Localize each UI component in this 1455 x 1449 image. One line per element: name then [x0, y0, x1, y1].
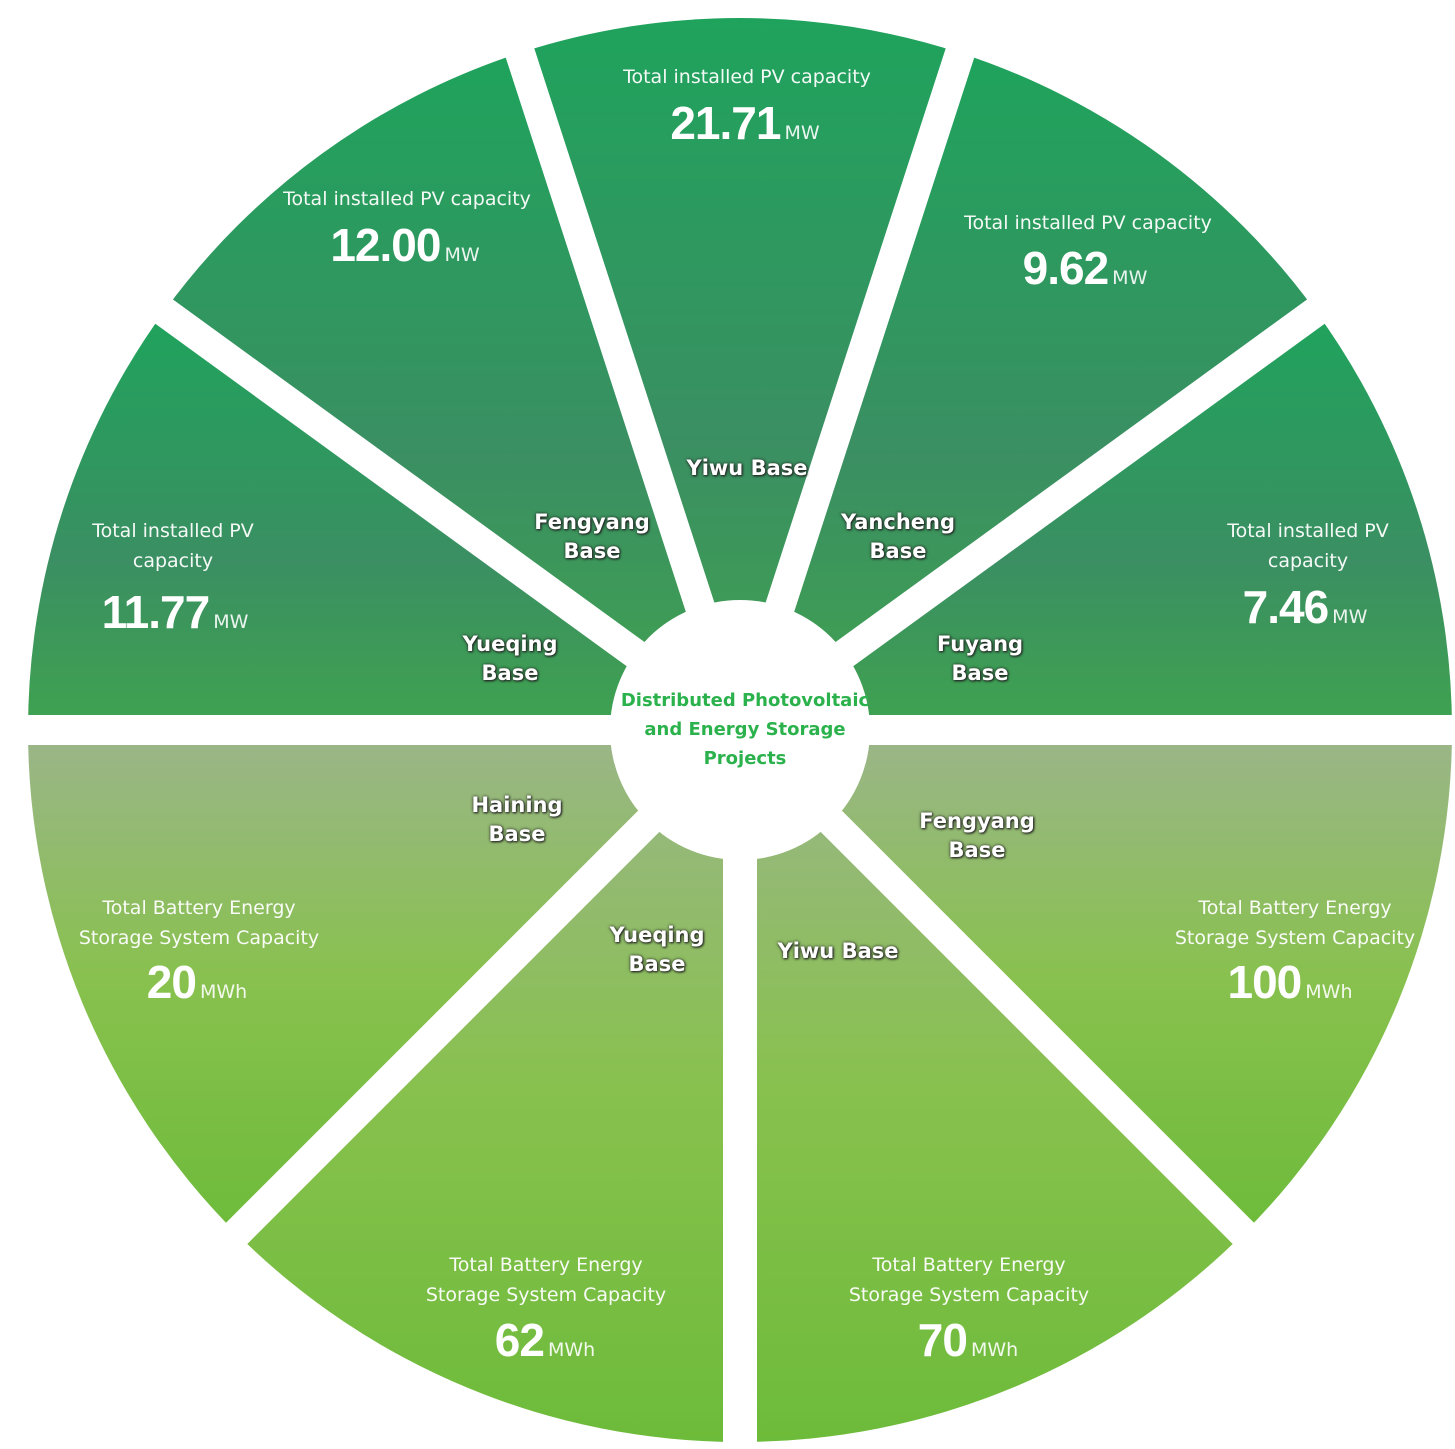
value-unit: MW — [784, 122, 820, 144]
segment — [236, 730, 740, 1442]
center-title: Distributed Photovoltaic and Energy Stor… — [620, 690, 870, 769]
segment-label: Total Battery Energy Storage System Capa… — [1174, 897, 1416, 949]
segment-label: Total installed PV capacity — [283, 188, 531, 210]
segment-value: 70 MWh — [918, 1313, 1018, 1367]
value-number: 70 — [917, 1314, 968, 1366]
segment-label: Total Battery Energy Storage System Capa… — [78, 897, 320, 949]
value-number: 9.62 — [1022, 242, 1110, 294]
base-name: Yancheng Base — [840, 510, 956, 563]
value-unit: MW — [444, 244, 480, 266]
base-name: Fengyang Base — [919, 809, 1035, 862]
segment-value: 21.71 MW — [670, 96, 819, 150]
value-number: 7.46 — [1242, 581, 1330, 633]
value-number: 11.77 — [101, 586, 211, 638]
segment-label: Total Battery Energy Storage System Capa… — [848, 1254, 1090, 1306]
segment-label: Total installed PV capacity — [964, 212, 1212, 234]
value-unit: MW — [213, 611, 249, 633]
value-number: 21.71 — [670, 97, 781, 149]
segment-label: Total installed PV capacity — [623, 66, 871, 88]
segment-value: 62 MWh — [495, 1313, 595, 1367]
segment — [28, 730, 740, 1234]
value-number: 100 — [1227, 956, 1303, 1008]
center-circle — [610, 600, 870, 860]
segment — [740, 311, 1452, 730]
base-name: Yiwu Base — [686, 456, 808, 480]
value-unit: MWh — [1305, 981, 1353, 1003]
segment — [740, 730, 1452, 1234]
segment-label: Total Battery Energy Storage System Capa… — [425, 1254, 667, 1306]
segment-value: 11.77 MW — [102, 585, 249, 639]
base-name: Fuyang Base — [936, 632, 1024, 685]
value-number: 62 — [494, 1314, 545, 1366]
base-name: Haining Base — [471, 793, 563, 846]
value-unit: MWh — [547, 1339, 596, 1361]
base-name: Fengyang Base — [534, 510, 650, 563]
segment — [163, 52, 740, 730]
value-unit: MWh — [970, 1339, 1019, 1361]
segment-value: 12.00 MW — [330, 218, 479, 272]
segment-value: 20 MWh — [147, 955, 247, 1009]
base-name: Yueqing Base — [609, 923, 705, 976]
value-unit: MW — [1112, 267, 1148, 289]
value-number: 20 — [146, 956, 197, 1008]
segment — [740, 52, 1317, 730]
segment-label: Total installed PV capacity — [1227, 520, 1389, 572]
base-name: Yiwu Base — [777, 939, 899, 963]
segment-value: 100 MWh — [1228, 955, 1353, 1009]
segment — [28, 311, 740, 730]
segment-value: 7.46 MW — [1243, 580, 1368, 634]
base-name: Yueqing Base — [462, 632, 558, 685]
segment — [740, 730, 1244, 1442]
value-number: 12.00 — [330, 219, 441, 271]
segment — [519, 18, 961, 731]
value-unit: MW — [1332, 606, 1368, 628]
segment-value: 9.62 MW — [1023, 241, 1148, 295]
value-unit: MWh — [199, 981, 248, 1003]
segment-label: Total installed PV capacity — [92, 520, 254, 572]
